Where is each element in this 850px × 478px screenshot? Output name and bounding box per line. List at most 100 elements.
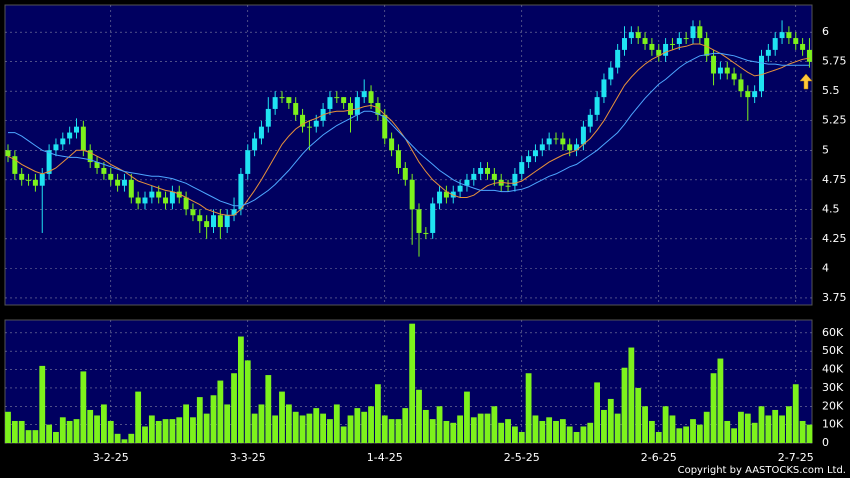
volume-bar	[786, 406, 792, 443]
volume-bar	[443, 420, 450, 443]
volume-bar	[580, 426, 587, 443]
candle-body	[272, 97, 278, 109]
volume-bar	[285, 404, 292, 443]
candle-body	[491, 173, 497, 180]
volume-bar	[765, 415, 772, 443]
volume-bar	[518, 431, 525, 443]
candle-body	[532, 150, 538, 157]
volume-bar	[258, 404, 265, 443]
volume-bar	[231, 373, 237, 443]
volume-bar	[772, 409, 779, 443]
candle-body	[334, 97, 340, 99]
volume-bar	[395, 419, 402, 443]
y-tick-label: 10K	[822, 418, 844, 431]
candle-body	[368, 91, 374, 104]
volume-bar	[779, 415, 785, 443]
candle-body	[580, 126, 586, 145]
y-tick-label: 5.75	[822, 55, 847, 68]
candle-body	[464, 179, 470, 186]
candle-body	[430, 203, 436, 233]
volume-bar	[354, 408, 361, 443]
candle-body	[512, 173, 518, 186]
volume-bar	[758, 406, 765, 443]
candle-body	[80, 126, 86, 151]
panel	[4, 4, 813, 306]
volume-bar	[416, 389, 422, 443]
y-tick-label: 20K	[822, 399, 844, 412]
candle-body	[389, 138, 395, 151]
volume-bar	[375, 384, 381, 443]
candle-body	[300, 114, 306, 127]
candle-body	[505, 185, 511, 187]
volume-bar	[422, 409, 429, 443]
volume-bar	[450, 422, 457, 443]
volume-bar	[176, 417, 183, 443]
candle-body	[409, 179, 415, 210]
candle-body	[163, 197, 169, 204]
volume-bar	[361, 411, 368, 443]
volume-bar	[512, 426, 518, 443]
candle-body	[416, 209, 422, 233]
y-tick-label: 3.75	[822, 291, 847, 304]
volume-bar	[710, 373, 717, 443]
y-tick-label: 50K	[822, 344, 844, 357]
candle-body	[190, 209, 196, 216]
volume-bar	[744, 413, 751, 443]
volume-bar	[498, 422, 505, 443]
candle-body	[361, 91, 367, 98]
volume-bar	[66, 420, 73, 443]
volume-bar	[299, 415, 306, 443]
candle-body	[779, 32, 785, 39]
volume-bar	[87, 409, 94, 443]
candle-body	[348, 103, 353, 115]
candle-body	[793, 38, 799, 44]
candle-body	[101, 167, 107, 174]
volume-bar	[477, 413, 484, 443]
candle-body	[39, 173, 45, 186]
candle-body	[176, 191, 182, 198]
volume-bar	[402, 408, 409, 443]
candle-body	[245, 150, 251, 174]
candle-body	[19, 173, 25, 180]
candle-body	[60, 138, 66, 145]
volume-bar	[46, 424, 52, 443]
candle-body	[121, 179, 127, 186]
x-tick-label: 2-5-25	[504, 451, 540, 464]
volume-bar	[525, 373, 532, 443]
candle-body	[341, 97, 347, 104]
volume-bar	[135, 391, 142, 443]
volume-bar	[53, 431, 59, 443]
candle-body	[560, 138, 566, 145]
candle-body	[745, 91, 751, 98]
candle-body	[142, 197, 148, 204]
candle-body	[711, 55, 717, 74]
volume-bar	[11, 420, 18, 443]
candle-body	[800, 43, 806, 50]
volume-bar	[642, 406, 648, 443]
volume-bar	[190, 417, 196, 443]
volume-bar	[32, 430, 39, 443]
candle-body	[231, 209, 237, 216]
volume-bar	[409, 323, 416, 443]
candle-body	[724, 67, 730, 74]
volume-bar	[470, 417, 477, 443]
volume-bar	[436, 406, 443, 443]
volume-bar	[457, 415, 463, 443]
candle-body	[622, 38, 627, 50]
y-tick-label: 4.5	[822, 202, 840, 215]
y-tick-label: 6	[822, 25, 829, 38]
volume-bar	[368, 406, 374, 443]
candle-body	[224, 215, 230, 228]
candle-body	[656, 49, 662, 56]
candle-body	[108, 173, 114, 180]
volume-bar	[505, 419, 511, 443]
candle-body	[382, 114, 388, 139]
y-tick-label: 30K	[822, 381, 844, 394]
volume-bar	[306, 413, 313, 443]
y-tick-label: 4.75	[822, 173, 847, 186]
volume-bar	[559, 419, 566, 443]
moving-average-line	[7, 43, 810, 216]
candle-body	[197, 215, 203, 222]
arrow-marker	[799, 73, 813, 90]
